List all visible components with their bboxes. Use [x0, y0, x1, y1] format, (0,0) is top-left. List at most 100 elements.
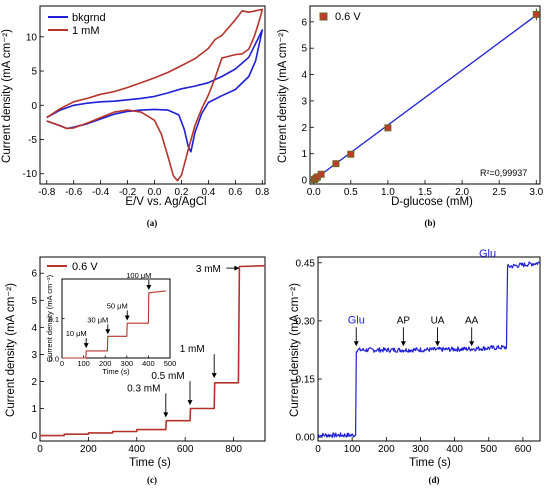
panel-d-chart: (d) Time (s) Current density (mA cm⁻²) 0…	[289, 248, 541, 485]
panel-c-step-label: 0.3 mM	[127, 383, 160, 394]
panel-a-ytick-label: -10	[23, 169, 38, 180]
panel-c-ytick-label: 0	[31, 431, 37, 442]
panel-b-legend-swatch	[319, 12, 328, 21]
panel-a-xtick-label: 0.2	[175, 187, 189, 198]
panel-d-xtick-label: 100	[344, 444, 361, 455]
panel-c-legend-label: 0.6 V	[72, 261, 98, 273]
panel-c-inset-ytick-label: 0.0	[49, 355, 59, 364]
panel-d-injection-arrow-head	[469, 341, 475, 347]
panel-b-data-point	[347, 150, 355, 158]
panel-b-data-point	[332, 160, 340, 168]
panel-b-ytick-label: 2	[301, 123, 307, 134]
panel-b-ytick-label: 4	[301, 70, 307, 81]
panel-c-xtick-label: 400	[128, 444, 145, 455]
panel-c-step-arrow-head	[234, 265, 240, 271]
panel-d-interferent-label: AP	[397, 315, 411, 326]
panel-a-xlabel: E/V vs. Ag/AgCl	[125, 196, 206, 208]
panel-c-inset-plot-frame	[61, 278, 171, 359]
panel-a-xtick-label: -0.6	[65, 187, 83, 198]
panel-a-xtick-label: 0.0	[148, 187, 162, 198]
panel-c-ytick-label: 5	[31, 296, 37, 307]
panel-a-series-1mm-line	[46, 8, 264, 182]
panel-c-inset-xtick-label: 500	[164, 359, 177, 368]
panel-a-series-bkgrnd-line	[46, 29, 264, 153]
panel-b-ytick-label: 3	[301, 96, 307, 107]
panel-a-xtick-label: 0.4	[201, 187, 215, 198]
panel-d-interferent-label: AA	[465, 315, 479, 326]
panel-a-xtick-label: -0.2	[119, 187, 137, 198]
panel-d-injection-arrow-head	[435, 341, 441, 347]
panel-d-interferent-label: UA	[431, 315, 445, 326]
panel-a-xtick-label: -0.4	[92, 187, 110, 198]
panel-d-injection-arrow-head	[400, 341, 406, 347]
panel-b-fit-line	[313, 14, 537, 181]
panel-a-ylabel: Current density (mA cm⁻²)	[1, 29, 13, 163]
panel-c-ytick-label: 4	[31, 323, 37, 334]
panel-d-xtick-label: 200	[378, 444, 395, 455]
panel-c-chart: (c) Time (s) Current density (mA cm⁻²) 0…	[5, 256, 266, 485]
panel-a-legend-label: 1 mM	[72, 25, 100, 37]
panel-d-xtick-label: 500	[480, 444, 497, 455]
panel-c-inset-line	[62, 290, 166, 359]
panel-c-inset-xtick-label: 400	[142, 359, 155, 368]
panel-c-xtick-label: 600	[177, 444, 194, 455]
panel-c-inset-arrow-head	[124, 315, 130, 321]
panel-c-series-line	[40, 264, 266, 437]
panel-c-inset-xtick-label: 100	[77, 359, 90, 368]
panel-a-legend-label: bkgrnd	[72, 12, 106, 24]
panel-c-inset-ytick-label: 0.1	[49, 315, 59, 324]
panel-c-inset-xtick-label: 0	[60, 359, 64, 368]
panel-c-xtick-label: 800	[225, 444, 242, 455]
panel-c-step-label: 3 mM	[196, 264, 221, 275]
panel-a-ytick-label: 5	[31, 67, 37, 78]
panel-a-xtick-label: 0.6	[228, 187, 242, 198]
panel-b-xtick-label: 0.0	[307, 187, 321, 198]
panel-a-label: (a)	[147, 218, 158, 228]
panel-d-injection-arrow-head	[353, 341, 359, 347]
panel-b-xtick-label: 2.5	[492, 187, 506, 198]
panel-a-ytick-label: 10	[26, 32, 38, 43]
panel-c-step-arrow-head	[211, 373, 217, 379]
panel-d-xtick-label: 0	[315, 444, 321, 455]
panel-d-xlabel: Time (s)	[409, 457, 451, 469]
panel-c-step-arrow-head	[187, 400, 193, 406]
panel-d-xtick-label: 400	[446, 444, 463, 455]
panel-d-ytick-label: 0.45	[296, 258, 316, 269]
panel-d-ytick-label: 0.00	[296, 433, 316, 444]
panel-c-inset-label: 30 μM	[87, 315, 108, 324]
panel-c-inset-xlabel: Time (s)	[102, 367, 130, 376]
panel-b-chart: (b) D-glucose (mM) Current density (mA c…	[277, 5, 544, 228]
panel-c-ylabel: Current density (mA cm⁻²)	[5, 283, 17, 417]
panel-b-label: (b)	[425, 218, 436, 228]
panel-c-plot-frame	[39, 256, 266, 442]
panel-c-inset-xtick-label: 300	[121, 359, 134, 368]
panel-b-data-point	[384, 124, 392, 132]
panel-c-ytick-label: 6	[31, 269, 37, 280]
panel-a-xtick-label: -0.8	[38, 187, 56, 198]
panel-d-ytick-label: 0.30	[296, 316, 316, 327]
panel-c-xtick-label: 0	[37, 444, 43, 455]
panel-b-r2-annotation: R²=0,99937	[480, 168, 527, 178]
panel-c-xtick-label: 200	[80, 444, 97, 455]
panel-d-xtick-label: 300	[412, 444, 429, 455]
panel-c-inset-label: 10 μM	[66, 329, 87, 338]
panel-b-xtick-label: 3.0	[529, 187, 543, 198]
panel-b-legend-label: 0.6 V	[335, 11, 361, 23]
panel-b-ytick-label: 1	[301, 149, 307, 160]
panel-a-chart: (a) E/V vs. Ag/AgCl Current density (mA …	[1, 5, 270, 228]
panel-b-xlabel: D-glucose (mM)	[391, 196, 473, 208]
panel-d-ylabel: Current density (mA cm⁻²)	[289, 283, 301, 417]
panel-c-label: (c)	[147, 475, 157, 485]
panel-c-ytick-label: 1	[31, 404, 37, 415]
panel-d-glu-label: Glu	[479, 248, 496, 260]
panel-b-xtick-label: 2.0	[455, 187, 469, 198]
panel-d-ytick-label: 0.15	[296, 375, 316, 386]
panel-d-label: (d)	[429, 475, 440, 485]
panel-a-plot-frame	[39, 5, 266, 185]
panel-c-inset-arrow-head	[146, 285, 152, 291]
panel-c-inset-label: 50 μM	[107, 301, 128, 310]
panel-c-inset-ylabel: Current density (mA cm⁻²)	[45, 274, 54, 362]
panel-c-step-label: 1 mM	[180, 344, 205, 355]
panel-c-step-arrow-head	[163, 412, 169, 418]
